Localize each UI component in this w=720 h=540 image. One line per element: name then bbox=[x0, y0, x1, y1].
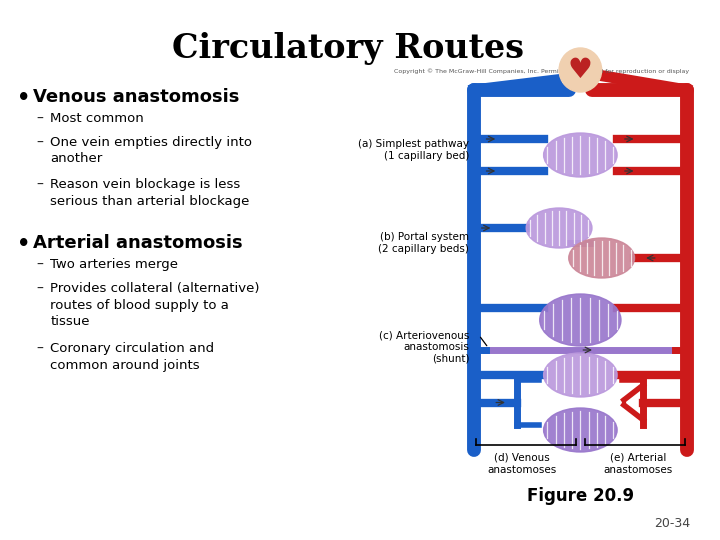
Ellipse shape bbox=[544, 133, 617, 177]
Text: –: – bbox=[37, 282, 44, 296]
Text: (d) Venous
anastomoses: (d) Venous anastomoses bbox=[487, 453, 557, 475]
Text: (b) Portal system
(2 capillary beds): (b) Portal system (2 capillary beds) bbox=[378, 232, 469, 254]
Ellipse shape bbox=[544, 353, 617, 397]
Text: Two arteries merge: Two arteries merge bbox=[50, 258, 179, 271]
Text: •: • bbox=[17, 88, 31, 108]
Text: (c) Arteriovenous
anastomosis
(shunt): (c) Arteriovenous anastomosis (shunt) bbox=[379, 330, 469, 363]
Text: (e) Arterial
anastomoses: (e) Arterial anastomoses bbox=[604, 453, 673, 475]
Text: ♥: ♥ bbox=[568, 56, 593, 84]
Text: Copyright © The McGraw-Hill Companies, Inc. Permission required for reproduction: Copyright © The McGraw-Hill Companies, I… bbox=[394, 68, 689, 73]
Text: –: – bbox=[37, 178, 44, 192]
Text: Provides collateral (alternative)
routes of blood supply to a
tissue: Provides collateral (alternative) routes… bbox=[50, 282, 260, 328]
Text: Reason vein blockage is less
serious than arterial blockage: Reason vein blockage is less serious tha… bbox=[50, 178, 250, 207]
Text: Most common: Most common bbox=[50, 112, 144, 125]
Text: One vein empties directly into
another: One vein empties directly into another bbox=[50, 136, 252, 165]
Text: Arterial anastomosis: Arterial anastomosis bbox=[33, 234, 243, 252]
Text: •: • bbox=[17, 234, 31, 254]
Text: Venous anastomosis: Venous anastomosis bbox=[33, 88, 239, 106]
Ellipse shape bbox=[544, 408, 617, 452]
Ellipse shape bbox=[526, 208, 592, 248]
Text: (a) Simplest pathway
(1 capillary bed): (a) Simplest pathway (1 capillary bed) bbox=[358, 139, 469, 161]
Ellipse shape bbox=[569, 238, 634, 278]
Circle shape bbox=[559, 48, 602, 92]
Text: –: – bbox=[37, 258, 44, 272]
Text: Circulatory Routes: Circulatory Routes bbox=[172, 32, 524, 65]
Text: –: – bbox=[37, 342, 44, 356]
Text: –: – bbox=[37, 136, 44, 150]
Text: –: – bbox=[37, 112, 44, 126]
Text: Coronary circulation and
common around joints: Coronary circulation and common around j… bbox=[50, 342, 215, 372]
Ellipse shape bbox=[540, 294, 621, 346]
Text: 20-34: 20-34 bbox=[654, 517, 690, 530]
Text: Figure 20.9: Figure 20.9 bbox=[527, 487, 634, 505]
